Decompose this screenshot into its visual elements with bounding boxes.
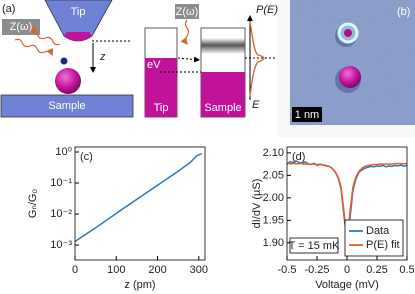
energy-diagram: eV Tip Sample Z(ω) P(E) E [144, 4, 278, 118]
scale-bar-box [292, 107, 322, 122]
bias-label: eV [147, 59, 161, 71]
stm-texture [290, 0, 415, 125]
legend-box [344, 219, 404, 257]
x-tick-label: 0 [344, 264, 350, 276]
y-tick-label: 1.90 [263, 237, 284, 249]
y-tick-label: 2.00 [263, 192, 284, 204]
sample-band [201, 38, 245, 54]
x-axis-label: z (pm) [124, 279, 155, 291]
tip-apex [64, 32, 92, 41]
x-axis-label: Voltage (mV) [315, 279, 379, 291]
impedance-box [175, 4, 199, 19]
tunnel-arrow [177, 56, 200, 63]
x-tick-label: 300 [190, 264, 208, 276]
tip-level-label: Tip [154, 102, 169, 114]
x-tick-label: -0.25 [304, 264, 329, 276]
x-tick-label: 0.5 [399, 264, 414, 276]
pe-curve [249, 21, 265, 97]
photon-arrow [180, 19, 190, 45]
annotation: T = 15 mK [289, 240, 341, 252]
z-label: z [99, 51, 106, 63]
x-tick-label: 0.25 [366, 264, 387, 276]
panel-b: (b) 1 nm [290, 0, 415, 125]
sample-slab [0, 94, 134, 118]
annotation-box [289, 237, 339, 254]
y-tick-label: 10⁻³ [50, 239, 72, 251]
pe-label: P(E) [256, 4, 278, 16]
y-tick-label: 10⁻¹ [50, 177, 72, 189]
electron [60, 57, 68, 65]
y-tick-label: 10⁰ [55, 146, 72, 158]
x-tick-label: 0 [72, 264, 78, 276]
y-tick-label: 2.05 [263, 169, 284, 181]
panel-label: (d) [292, 151, 305, 163]
atom [339, 66, 361, 88]
sample-level-label: Sample [204, 102, 241, 114]
photon-arrow [29, 26, 61, 46]
y-tick-label: 1.95 [263, 214, 284, 226]
y-axis-label: Gₙ/G₀ [27, 189, 39, 218]
panel-label: (c) [80, 151, 93, 163]
adsorbate-core [344, 29, 352, 37]
impedance-label: Z(ω) [10, 21, 33, 33]
scale-bar-label: 1 nm [295, 109, 319, 121]
legend-label: P(E) fit [366, 239, 400, 251]
y-axis-label: dI/dV (µS) [251, 179, 263, 229]
plot-frame [74, 146, 206, 261]
legend-label: Data [366, 225, 390, 237]
x-tick-label: -0.5 [278, 264, 297, 276]
x-tick-label: 200 [148, 264, 166, 276]
sample-label: Sample [48, 100, 85, 112]
atom [55, 68, 81, 94]
impedance-label: Z(ω) [176, 6, 199, 18]
photon-arrow [14, 38, 54, 57]
tip-label: Tip [71, 6, 86, 18]
tip-filled [145, 58, 177, 117]
sample-filled [201, 72, 245, 117]
y-tick-label: 10⁻² [50, 208, 72, 220]
data-line [74, 153, 202, 243]
panel-a: (a) Tip Z(ω) z Sample [0, 0, 134, 118]
y-tick-label: 2.10 [263, 147, 284, 159]
x-tick-label: 100 [107, 264, 125, 276]
panel-label: (a) [2, 3, 15, 15]
panel-label: (b) [397, 6, 410, 18]
energy-label: E [252, 99, 260, 111]
